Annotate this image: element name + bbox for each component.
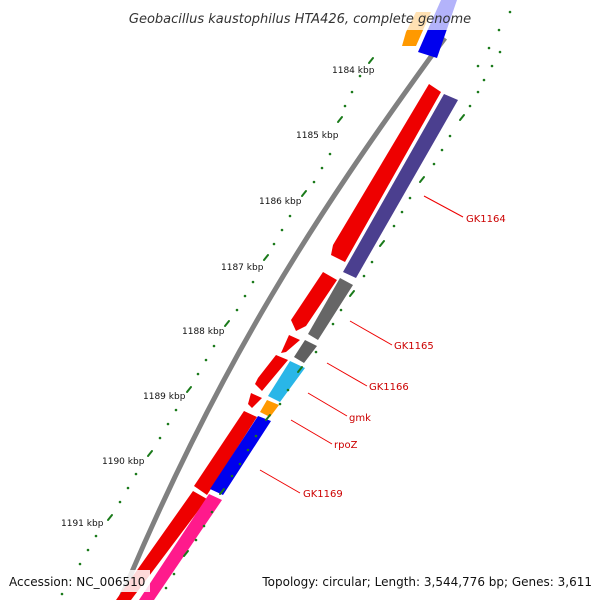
red-feature-4[interactable] [255,355,288,391]
kbp-label: 1191 kbp [61,519,104,529]
kbp-label: 1189 kbp [143,392,186,402]
summary-backdrop [256,570,596,592]
label-leaders [259,195,464,494]
kbp-label: 1190 kbp [102,457,145,467]
pink-feature[interactable] [139,494,222,600]
gene-rpoz[interactable] [260,400,279,417]
red-feature-2[interactable] [291,272,337,331]
kbp-label: 1185 kbp [296,131,339,141]
gene-label-gk1169[interactable]: GK1169 [303,489,343,500]
gene-label-rpoz[interactable]: rpoZ [334,440,358,451]
red-feature-3[interactable] [281,335,300,353]
title-backdrop [390,0,480,30]
inner-tick-track [164,50,502,590]
gene-label-gk1166[interactable]: GK1166 [369,382,409,393]
gene-label-gmk[interactable]: gmk [349,413,371,424]
map-title: Geobacillus kaustophilus HTA426, complet… [129,12,471,27]
kbp-label: 1188 kbp [182,327,225,337]
red-feature-6[interactable] [194,411,257,495]
red-feature-5[interactable] [248,393,262,408]
outer-tick-track [60,10,512,596]
accession-text: Accession: NC_006510 [9,575,145,589]
gene-gmk[interactable] [268,361,305,402]
kbp-label: 1184 kbp [332,66,375,76]
genome-backbone [117,36,447,600]
kbp-label: 1187 kbp [221,263,264,273]
gene-label-gk1165[interactable]: GK1165 [394,341,434,352]
kbp-label: 1186 kbp [259,197,302,207]
gene-gk1164[interactable] [343,94,458,278]
gene-label-gk1164[interactable]: GK1164 [466,214,506,225]
red-feature-1[interactable] [331,84,441,262]
gene-gk1166[interactable] [294,340,317,363]
summary-text: Topology: circular; Length: 3,544,776 bp… [261,575,592,589]
gene-gk1165[interactable] [308,278,353,340]
accession-backdrop [4,570,150,592]
